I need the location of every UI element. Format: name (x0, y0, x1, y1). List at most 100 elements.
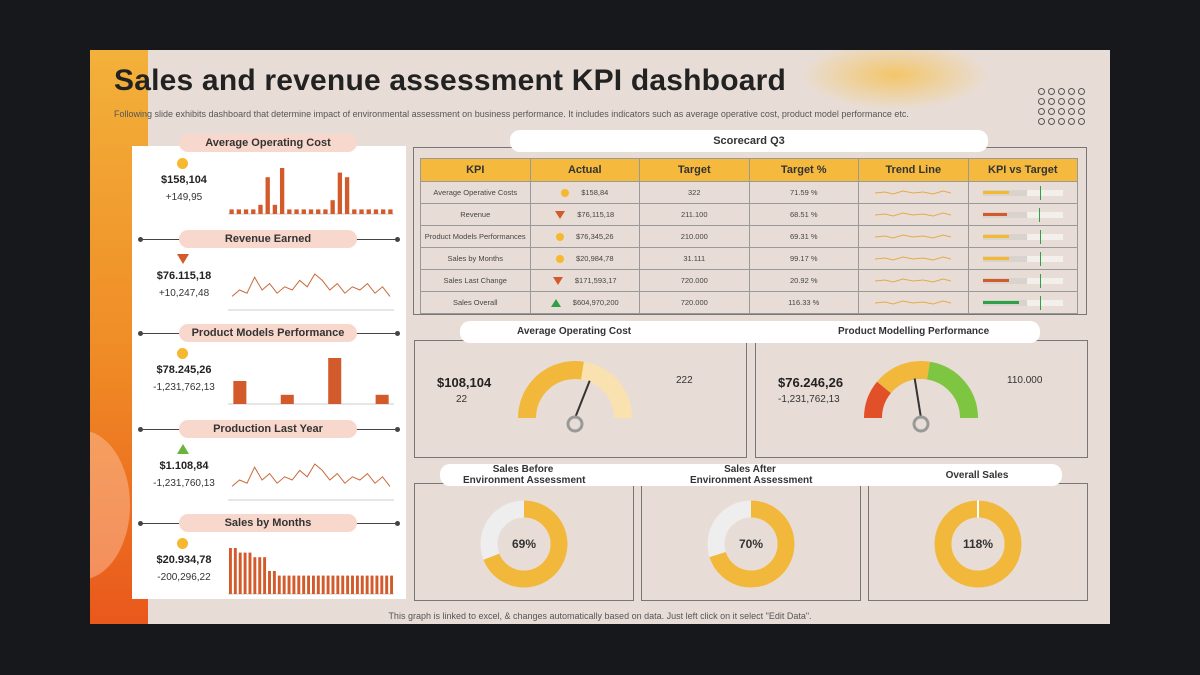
gauge-sub-operating-cost: 22 (456, 394, 468, 405)
bullet-target-marker (1040, 251, 1042, 266)
bar-mark (365, 575, 369, 594)
gauge-title-operating-cost: Average Operating Cost (517, 326, 632, 337)
bar-mark (351, 575, 354, 594)
page-subtitle: Following slide exhibits dashboard that … (114, 109, 909, 119)
cell-kpi: Sales by Months (420, 247, 531, 270)
bullet-chart (982, 229, 1063, 244)
bar-mark (311, 575, 315, 594)
donut-title-sales-after-line1: Sales After (724, 464, 776, 475)
bar-mark (301, 209, 306, 214)
column-header-kpi: KPI (420, 158, 531, 182)
trend-sparkline (875, 189, 952, 195)
section-delta: +149,95 (165, 192, 203, 203)
gauge-chart-operating-cost (518, 361, 632, 433)
bullet-chart (982, 251, 1063, 266)
scorecard-row: Average Operative Costs $158,84 322 71.59 % (420, 181, 1078, 204)
trend-sparkline (875, 299, 952, 305)
gauge-label-operating-cost: 222 (676, 375, 693, 386)
footer-note: This graph is linked to excel, & changes… (388, 611, 812, 621)
bar-mark (337, 172, 343, 214)
cell-target-pct: 69.31 % (748, 225, 859, 248)
circle-icon (177, 348, 188, 359)
down-triangle-icon (177, 254, 189, 264)
gauge-title-product-modelling: Product Modelling Performance (838, 326, 990, 337)
trend-sparkline (875, 255, 952, 261)
bullet-fill (982, 190, 1010, 194)
bar-mark (328, 358, 342, 404)
circle-icon (177, 158, 188, 169)
bar-mark (307, 575, 311, 594)
bar-mark (229, 209, 234, 214)
section-mini-chart (228, 548, 394, 595)
bar-mark (251, 209, 256, 214)
bar-mark (381, 209, 386, 214)
bullet-fill (982, 256, 1010, 260)
bar-mark (272, 204, 278, 214)
section-delta: -200,296,22 (157, 572, 211, 583)
cell-target: 720.000 (639, 269, 750, 292)
circle-icon (555, 233, 564, 241)
bar-mark (370, 575, 374, 594)
bar-mark (236, 209, 241, 214)
bar-mark (287, 575, 291, 594)
down-triangle-icon (555, 211, 566, 219)
cell-kpi-vs-target (967, 225, 1078, 248)
bar-mark (302, 575, 306, 594)
cell-trend-line (858, 291, 969, 314)
circle-icon (177, 538, 188, 549)
bar-mark (258, 557, 262, 594)
bar-mark (375, 575, 379, 594)
bar-mark (316, 209, 321, 214)
bar-mark (344, 177, 350, 214)
section-header: Sales by Months (179, 514, 357, 532)
bullet-chart (982, 295, 1063, 310)
scorecard-row: Sales Last Change $171,593,17 720.000 20.92… (420, 269, 1078, 292)
cell-actual: $20,984,78 (529, 247, 640, 270)
bullet-target-marker (1040, 295, 1042, 310)
cell-trend-line (858, 203, 969, 226)
section-delta: -1,231,762,13 (153, 382, 215, 393)
up-triangle-icon (177, 444, 189, 454)
cell-actual-value: $158,84 (581, 187, 609, 197)
cell-target: 210.000 (639, 225, 750, 248)
decorative-dot-grid-icon (1038, 88, 1088, 128)
donut-chart-overall-sales (934, 500, 1022, 588)
scorecard-table: KPI Actual Target Target % Trend Line KP… (420, 158, 1078, 314)
bar-mark (233, 381, 247, 404)
cell-target-pct: 116.33 % (748, 291, 859, 314)
cell-actual-value: $604,970,200 (572, 297, 619, 307)
bar-mark (375, 394, 389, 404)
bar-mark (330, 200, 335, 214)
gauge-chart-product-modelling (863, 361, 978, 433)
bullet-chart (982, 273, 1063, 288)
bar-mark (331, 575, 335, 594)
cell-actual: $171,593,17 (529, 269, 640, 292)
bar-mark (253, 557, 257, 594)
bar-mark (326, 575, 330, 594)
column-header-kpi-vs-target: KPI vs Target (967, 158, 1078, 182)
cell-kpi-vs-target (967, 203, 1078, 226)
bar-mark (297, 575, 301, 594)
trend-line (231, 273, 391, 297)
bar-mark (360, 575, 364, 594)
donut-slice (480, 500, 568, 588)
scorecard-row: Sales Overall $604,970,200 720.000 116.33 % (420, 291, 1078, 314)
donut-title-sales-after-line2: Environment Assessment (690, 475, 813, 486)
bullet-target-marker (1038, 207, 1040, 222)
gauge-segment (877, 361, 930, 394)
bullet-target-marker (1040, 229, 1042, 244)
column-header-trend-line: Trend Line (858, 158, 969, 182)
section-delta: +10,247,48 (158, 288, 210, 299)
donut-label-overall-sales: 118% (962, 537, 994, 551)
gauge-segment (580, 361, 632, 419)
cell-actual: $158,84 (529, 181, 640, 204)
section-delta: -1,231,760,13 (153, 478, 215, 489)
bar-mark (233, 548, 237, 594)
bullet-target-marker (1040, 185, 1042, 200)
donut-chart-sales-before (480, 500, 568, 588)
bar-mark (265, 177, 270, 214)
cell-trend-line (858, 225, 969, 248)
gauge-needle (574, 380, 591, 419)
scorecard-row: Revenue $76,115,18 211.100 68.51 % (420, 203, 1078, 226)
section-header: Product Models Performance (179, 324, 357, 342)
